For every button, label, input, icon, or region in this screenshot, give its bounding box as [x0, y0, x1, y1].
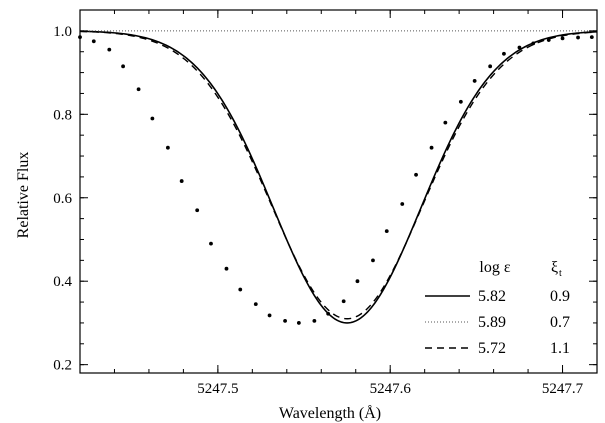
ticks-layer: 5247.5 5247.6 5247.7 0.2 0.4 0.6 0.8 1.0 — [53, 10, 598, 397]
legend-entry-1-logeps: 5.89 — [478, 314, 506, 331]
data-point — [488, 64, 493, 69]
series-dashed-line — [79, 30, 598, 320]
series-solid-line — [79, 30, 598, 324]
y-tick-label: 0.4 — [53, 274, 72, 290]
data-point — [91, 39, 96, 44]
data-point — [326, 311, 331, 316]
data-point — [560, 36, 565, 41]
y-tick-label: 0.6 — [53, 191, 72, 207]
data-point — [296, 321, 301, 325]
data-point — [165, 145, 170, 150]
data-point — [238, 287, 243, 292]
legend-entry-0-xi: 0.9 — [550, 288, 570, 305]
data-point — [253, 302, 258, 307]
data-point — [384, 229, 389, 234]
data-point — [283, 318, 287, 323]
legend: log ε ξ t 5.82 0.9 5.89 0.7 5.72 1.1 — [425, 259, 570, 357]
data-point — [546, 38, 551, 42]
data-point — [136, 87, 141, 92]
legend-entry-1-xi: 0.7 — [550, 314, 570, 331]
series-layer — [78, 30, 598, 325]
x-tick-label: 5247.6 — [370, 381, 412, 397]
data-point — [341, 299, 346, 304]
data-point — [502, 51, 506, 56]
data-point — [371, 258, 375, 263]
y-tick-label: 0.2 — [53, 358, 72, 374]
y-tick-label: 0.8 — [53, 107, 72, 123]
legend-entry-2-xi: 1.1 — [550, 340, 570, 357]
data-point — [224, 266, 229, 271]
plot-frame — [79, 9, 598, 374]
y-tick-label: 1.0 — [53, 24, 72, 40]
data-point — [195, 208, 200, 213]
data-point — [517, 45, 522, 50]
data-point — [150, 116, 155, 121]
x-axis-title: Wavelength (Å) — [279, 404, 381, 422]
legend-header-xi: ξ — [551, 259, 558, 276]
legend-entry-2-logeps: 5.72 — [478, 340, 506, 357]
data-point — [531, 41, 536, 46]
data-point — [400, 202, 405, 206]
data-point — [589, 35, 594, 40]
data-point — [472, 79, 477, 83]
data-point — [458, 99, 463, 104]
data-point — [355, 279, 360, 284]
data-point — [267, 313, 272, 318]
data-point — [179, 179, 184, 183]
axes-layer — [79, 9, 598, 374]
data-point — [414, 172, 418, 177]
data-point — [107, 47, 112, 52]
x-tick-label: 5247.5 — [197, 381, 238, 397]
data-point — [312, 318, 317, 323]
data-point — [209, 241, 213, 246]
legend-header-xi-subscript: t — [559, 268, 562, 279]
data-point — [121, 64, 125, 69]
x-tick-label: 5247.7 — [542, 381, 584, 397]
y-axis-title: Relative Flux — [15, 152, 32, 239]
data-point — [443, 120, 448, 125]
data-point — [576, 35, 580, 40]
legend-entry-0-logeps: 5.82 — [478, 288, 506, 305]
data-point — [429, 145, 434, 150]
legend-header-log-eps: log ε — [479, 259, 510, 276]
